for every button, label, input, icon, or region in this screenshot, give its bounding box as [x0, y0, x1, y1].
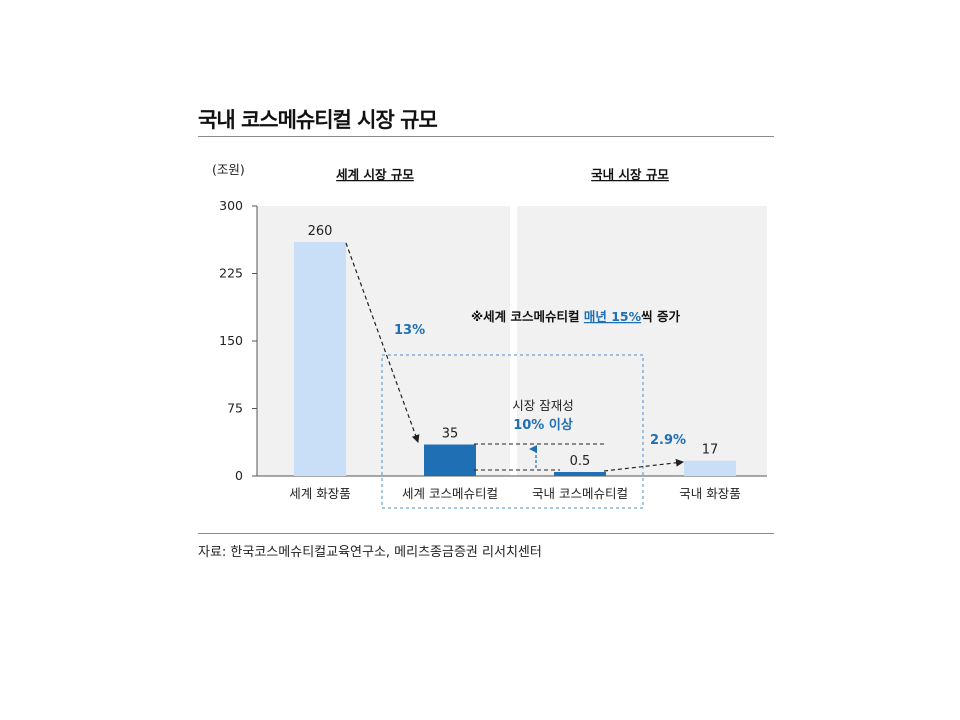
- arrow-domestic-share: [603, 458, 684, 472]
- value-label: 35: [442, 427, 459, 442]
- y-tick-label: 0: [235, 468, 243, 483]
- category-label: 국내 화장품: [679, 486, 740, 501]
- y-ticks: 0 75 150 225 300: [219, 198, 257, 483]
- bottom-divider: [198, 533, 774, 534]
- domestic-panel: [517, 206, 767, 476]
- chart-title: 국내 코스메슈티컬 시장 규모: [198, 108, 438, 132]
- value-labels: 260 35 0.5 17: [308, 224, 719, 469]
- arrow-world-share: [345, 242, 420, 443]
- potential-label: 시장 잠재성: [512, 398, 573, 413]
- bar: [294, 242, 346, 476]
- bar: [554, 472, 606, 476]
- bar: [424, 444, 476, 476]
- value-label: 0.5: [570, 454, 591, 469]
- growth-note-suffix: 씩 증가: [641, 309, 680, 324]
- y-tick-label: 150: [219, 333, 243, 348]
- potential-box: [381, 354, 644, 509]
- category-labels: 세계 화장품 세계 코스메슈티컬 국내 코스메슈티컬 국내 화장품: [289, 486, 740, 501]
- y-tick-label: 225: [219, 266, 243, 281]
- growth-note-highlight: 매년 15%: [584, 309, 642, 324]
- bar: [684, 460, 736, 476]
- world-share-label: 13%: [394, 323, 425, 338]
- bars: [294, 242, 736, 476]
- potential-value: 10% 이상: [513, 417, 573, 433]
- title-divider: [198, 136, 774, 137]
- unit-label: (조원): [212, 162, 245, 177]
- category-label: 세계 코스메슈티컬: [402, 486, 498, 501]
- y-tick-label: 300: [219, 198, 243, 213]
- section-title-domestic: 국내 시장 규모: [591, 167, 669, 182]
- growth-note: ※세계 코스메슈티컬 매년 15%씩 증가: [471, 309, 680, 324]
- value-label: 17: [702, 443, 719, 458]
- section-title-world: 세계 시장 규모: [336, 167, 414, 182]
- category-label: 국내 코스메슈티컬: [532, 486, 628, 501]
- source-note: 자료: 한국코스메슈티컬교육연구소, 메리츠종금증권 리서치센터: [198, 545, 542, 560]
- y-tick-label: 75: [227, 401, 243, 416]
- category-label: 세계 화장품: [289, 486, 350, 501]
- domestic-share-label: 2.9%: [650, 433, 686, 448]
- growth-note-prefix: ※세계 코스메슈티컬: [471, 309, 584, 324]
- value-label: 260: [308, 224, 333, 239]
